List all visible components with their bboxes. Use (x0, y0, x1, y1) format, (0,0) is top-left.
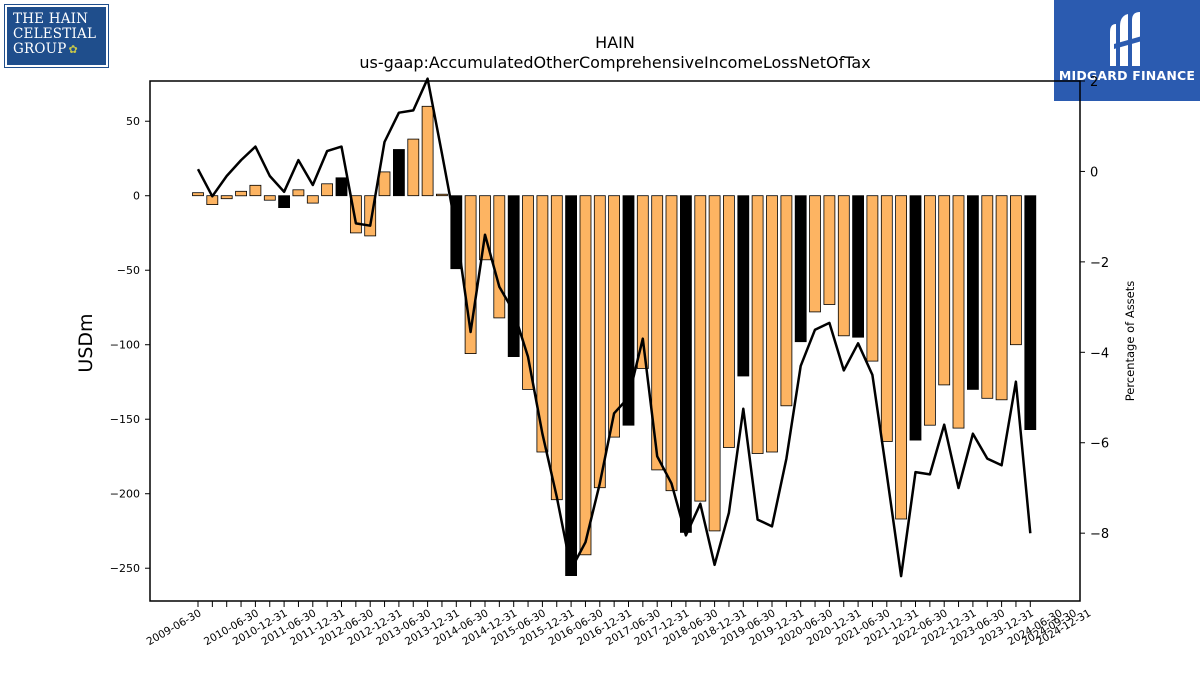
logo-line-2: CELESTIAL (13, 26, 97, 42)
y-axis-label: USDm (75, 313, 97, 372)
y-tick-label: −50 (117, 264, 140, 277)
bar (593, 195, 606, 489)
bar (938, 195, 951, 386)
bar (880, 195, 893, 442)
bar (392, 149, 405, 197)
y-tick-label: 0 (133, 190, 140, 203)
bar (364, 195, 377, 237)
bar (464, 195, 477, 354)
bar (794, 195, 807, 343)
y-tick-label: −200 (110, 488, 140, 501)
y2-axis-label: Percentage of Assets (1123, 281, 1137, 402)
bar (335, 177, 348, 197)
midgard-brand-text: MIDGARD FINANCE (1058, 68, 1196, 83)
bar (780, 195, 793, 407)
bar (249, 184, 262, 197)
bar (636, 195, 649, 369)
y2-tick-label: −2 (1090, 256, 1109, 271)
bar (493, 195, 506, 319)
bar (967, 195, 979, 390)
y2-tick-label: 0 (1090, 165, 1098, 180)
bar (895, 195, 907, 520)
bar (924, 195, 936, 426)
bar (378, 171, 391, 197)
y2-tick-label: 2 (1090, 75, 1098, 90)
y-tick-label: 50 (126, 115, 140, 128)
leaf-icon: ✿ (68, 43, 78, 56)
bar (1024, 195, 1037, 430)
y2-tick-label: −4 (1090, 346, 1109, 361)
bar (852, 195, 864, 338)
bar (263, 195, 276, 201)
bar (235, 190, 248, 197)
bar (579, 195, 592, 556)
bar (421, 105, 434, 197)
bar (823, 195, 836, 305)
bar (766, 195, 778, 453)
bar (608, 195, 620, 438)
bar (622, 195, 635, 426)
percent-line (196, 77, 1032, 578)
bar (435, 193, 448, 197)
bar (192, 192, 204, 197)
bar (708, 195, 721, 532)
y2-tick-label: −8 (1090, 527, 1109, 542)
bar (565, 195, 577, 576)
bar (550, 195, 563, 501)
y-tick-label: −100 (110, 339, 140, 352)
y-tick-label: −150 (110, 413, 140, 426)
bar (536, 195, 549, 453)
bar (694, 195, 707, 502)
chart-subtitle: us-gaap:AccumulatedOtherComprehensiveInc… (359, 53, 871, 72)
bar (407, 138, 420, 197)
logo-line-3: GROUP (13, 41, 67, 57)
x-tick-label: 2009-06-30 (145, 607, 204, 648)
bar (220, 195, 233, 200)
bar (723, 195, 735, 448)
bar (651, 195, 664, 471)
bar (680, 195, 692, 533)
midgard-mark-icon (1110, 12, 1142, 66)
chart-title: HAIN (595, 33, 635, 52)
bar (507, 195, 520, 357)
bar (737, 195, 750, 377)
logo-line-3-row: GROUP ✿ (13, 42, 106, 57)
bar (837, 195, 850, 337)
bar (292, 189, 305, 197)
bar (909, 195, 922, 441)
bar (278, 195, 291, 208)
bar (665, 195, 678, 492)
bar (479, 195, 491, 261)
bar (306, 195, 319, 204)
midgard-finance-logo: MIDGARD FINANCE (1054, 0, 1200, 101)
bar (809, 195, 821, 313)
hain-celestial-logo: THE HAIN CELESTIAL GROUP ✿ (4, 4, 109, 68)
bar (321, 183, 334, 197)
bar (349, 195, 362, 234)
y2-tick-label: −6 (1090, 437, 1109, 452)
bar (751, 195, 764, 454)
y-tick-label: −250 (110, 562, 140, 575)
bar (995, 195, 1008, 401)
bar (866, 195, 879, 362)
bar (1010, 195, 1022, 346)
bar (522, 195, 534, 390)
bar (981, 195, 994, 399)
plot-frame (149, 80, 1081, 602)
bar (952, 195, 965, 429)
logo-line-1: THE HAIN (13, 11, 89, 27)
